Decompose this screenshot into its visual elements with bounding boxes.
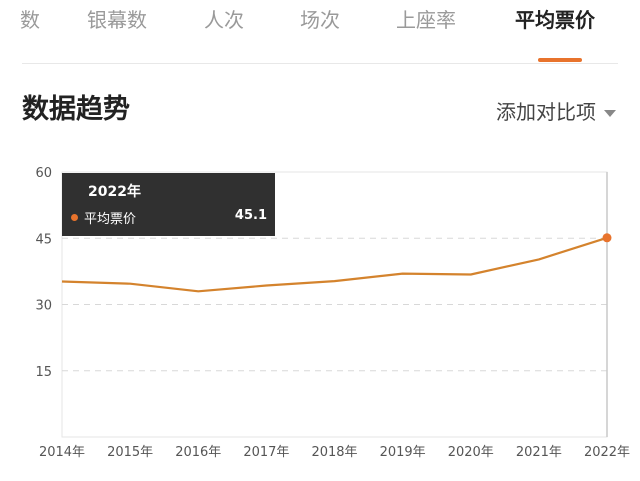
tooltip-series-label: 平均票价	[84, 212, 137, 227]
add-comparison-dropdown[interactable]: 添加对比项	[496, 98, 616, 126]
tooltip-series-dot	[71, 214, 78, 221]
x-tick-label: 2014年	[39, 445, 85, 460]
trend-chart[interactable]: 15 30 45 60 2014年 2015年 2016年 2017年 2018年 2019年 2…	[0, 150, 640, 481]
tab-partial[interactable]: 数	[20, 8, 40, 32]
y-tick-label: 15	[35, 365, 52, 380]
metric-tabs: 数 银幕数 人次 场次 上座率 平均票价	[0, 0, 640, 62]
y-tick-label: 45	[35, 232, 52, 247]
x-tick-label: 2020年	[448, 445, 494, 460]
y-tick-label: 60	[35, 166, 52, 181]
tab-shows[interactable]: 场次	[300, 8, 340, 32]
chart-tooltip: 2022年 平均票价 45.1	[62, 173, 275, 236]
x-tick-label: 2022年	[584, 445, 630, 460]
active-tab-indicator	[538, 58, 582, 62]
section-title: 数据趋势	[22, 94, 130, 125]
series-line-average-price	[61, 236, 608, 293]
caret-down-icon	[604, 109, 616, 117]
x-tick-label: 2015年	[107, 445, 153, 460]
x-tick-label: 2016年	[175, 445, 221, 460]
y-tick-label: 30	[35, 299, 52, 314]
tab-screens[interactable]: 银幕数	[87, 8, 147, 32]
x-tick-label: 2018年	[311, 445, 357, 460]
tab-occupancy[interactable]: 上座率	[396, 8, 456, 32]
tab-admissions[interactable]: 人次	[204, 8, 244, 32]
tooltip-title: 2022年	[88, 184, 141, 200]
data-point-highlighted[interactable]	[602, 233, 612, 243]
x-tick-label: 2017年	[243, 445, 289, 460]
x-tick-label: 2021年	[516, 445, 562, 460]
tooltip-value: 45.1	[234, 208, 267, 223]
x-tick-label: 2019年	[380, 445, 426, 460]
divider	[22, 63, 618, 64]
add-comparison-label: 添加对比项	[496, 100, 596, 124]
tab-average-price[interactable]: 平均票价	[515, 8, 595, 32]
